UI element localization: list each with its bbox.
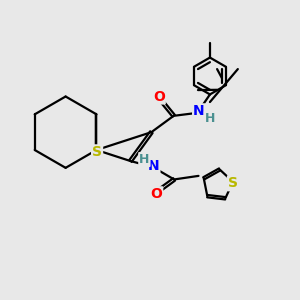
Text: H: H <box>205 112 215 125</box>
Text: N: N <box>148 159 159 173</box>
Text: H: H <box>139 153 150 166</box>
Text: S: S <box>228 176 238 190</box>
Text: N: N <box>193 104 205 118</box>
Text: O: O <box>150 187 162 201</box>
Text: S: S <box>92 146 102 159</box>
Text: O: O <box>153 89 165 103</box>
